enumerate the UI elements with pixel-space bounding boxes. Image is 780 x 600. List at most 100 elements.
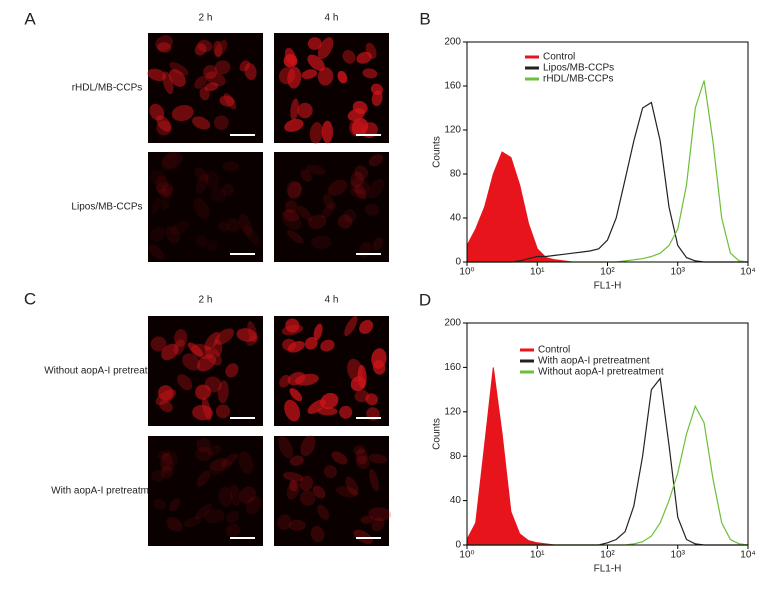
- x-tick-label: 10²: [600, 550, 615, 561]
- cell: [310, 235, 332, 250]
- cell: [365, 42, 377, 59]
- cell: [284, 200, 298, 213]
- cell: [225, 363, 239, 378]
- cell: [155, 175, 168, 194]
- cell: [149, 103, 165, 121]
- cell: [368, 154, 384, 167]
- cell: [192, 116, 211, 130]
- cell: [169, 62, 189, 76]
- cell: [187, 342, 204, 357]
- cell: [196, 437, 212, 452]
- cell: [194, 43, 207, 56]
- micrograph: [147, 33, 263, 143]
- cell: [279, 374, 291, 388]
- cell: [277, 514, 292, 530]
- cell: [350, 171, 365, 188]
- cell: [209, 457, 227, 476]
- cell: [372, 360, 386, 375]
- cell: [204, 508, 225, 524]
- cell: [236, 328, 257, 342]
- cell: [219, 95, 235, 107]
- cell: [239, 486, 257, 504]
- cell: [335, 486, 359, 498]
- cell: [353, 444, 366, 455]
- column-header: 4 h: [325, 13, 339, 24]
- cell: [157, 385, 174, 401]
- cell: [339, 405, 353, 419]
- legend-label: Lipos/MB-CCPs: [543, 63, 614, 74]
- cell: [195, 234, 208, 248]
- plot-frame: [466, 41, 749, 263]
- cell: [369, 468, 379, 492]
- cell: [331, 451, 348, 465]
- cell: [156, 181, 174, 196]
- image-background: [274, 152, 389, 262]
- cell: [337, 70, 348, 84]
- y-tick-label: 40: [450, 495, 462, 506]
- cell: [157, 42, 172, 53]
- y-axis-label: Counts: [432, 136, 443, 168]
- cell: [160, 452, 174, 474]
- micrograph: [148, 316, 263, 426]
- cell: [171, 104, 194, 122]
- micrograph: [274, 435, 392, 546]
- cell: [286, 480, 301, 500]
- cell: [286, 180, 302, 198]
- cell: [214, 40, 228, 57]
- cell: [239, 60, 250, 72]
- cell: [204, 82, 219, 92]
- y-tick-label: 80: [450, 451, 462, 462]
- cell: [368, 453, 388, 464]
- cell: [317, 504, 330, 521]
- y-tick-label: 0: [455, 540, 461, 551]
- cell: [300, 435, 316, 457]
- filled-histogram: [466, 367, 748, 546]
- cell: [182, 353, 201, 371]
- cell: [168, 69, 186, 87]
- cell: [155, 389, 177, 405]
- cell: [205, 346, 222, 366]
- x-tick-label: 10⁰: [459, 267, 474, 278]
- x-tick-label: 10⁰: [459, 550, 474, 561]
- legend-label: Without aopA-I pretreatment: [538, 367, 664, 378]
- cell: [354, 165, 369, 180]
- cell: [296, 205, 312, 221]
- cell: [217, 221, 230, 232]
- cell: [286, 229, 304, 244]
- y-tick-label: 200: [444, 37, 461, 48]
- cell: [307, 54, 325, 71]
- cell: [305, 164, 326, 175]
- cell: [321, 202, 337, 219]
- cell: [208, 458, 233, 472]
- cell: [174, 329, 188, 347]
- cell: [148, 244, 165, 260]
- image-background: [148, 152, 263, 262]
- cell: [353, 529, 373, 544]
- cell: [299, 475, 314, 491]
- cell: [343, 208, 357, 224]
- cell: [218, 486, 233, 507]
- cell: [317, 37, 334, 60]
- cell: [301, 69, 318, 80]
- cell: [287, 66, 302, 89]
- cell: [304, 336, 318, 350]
- micrograph: [274, 315, 389, 426]
- y-axis-label: Counts: [432, 418, 443, 450]
- column-header: 2 h: [199, 295, 213, 306]
- cell: [321, 120, 334, 144]
- cell: [337, 214, 353, 229]
- cell: [359, 319, 374, 334]
- cell: [323, 193, 334, 210]
- cell: [313, 323, 323, 341]
- x-tick-label: 10²: [600, 267, 615, 278]
- cell: [213, 40, 223, 58]
- y-tick-label: 200: [444, 318, 461, 329]
- legend-label: Control: [543, 52, 575, 63]
- cell: [345, 476, 359, 496]
- cell: [342, 49, 356, 64]
- cell: [284, 119, 304, 132]
- cell: [195, 384, 212, 400]
- cell: [149, 226, 166, 242]
- cell: [192, 404, 213, 421]
